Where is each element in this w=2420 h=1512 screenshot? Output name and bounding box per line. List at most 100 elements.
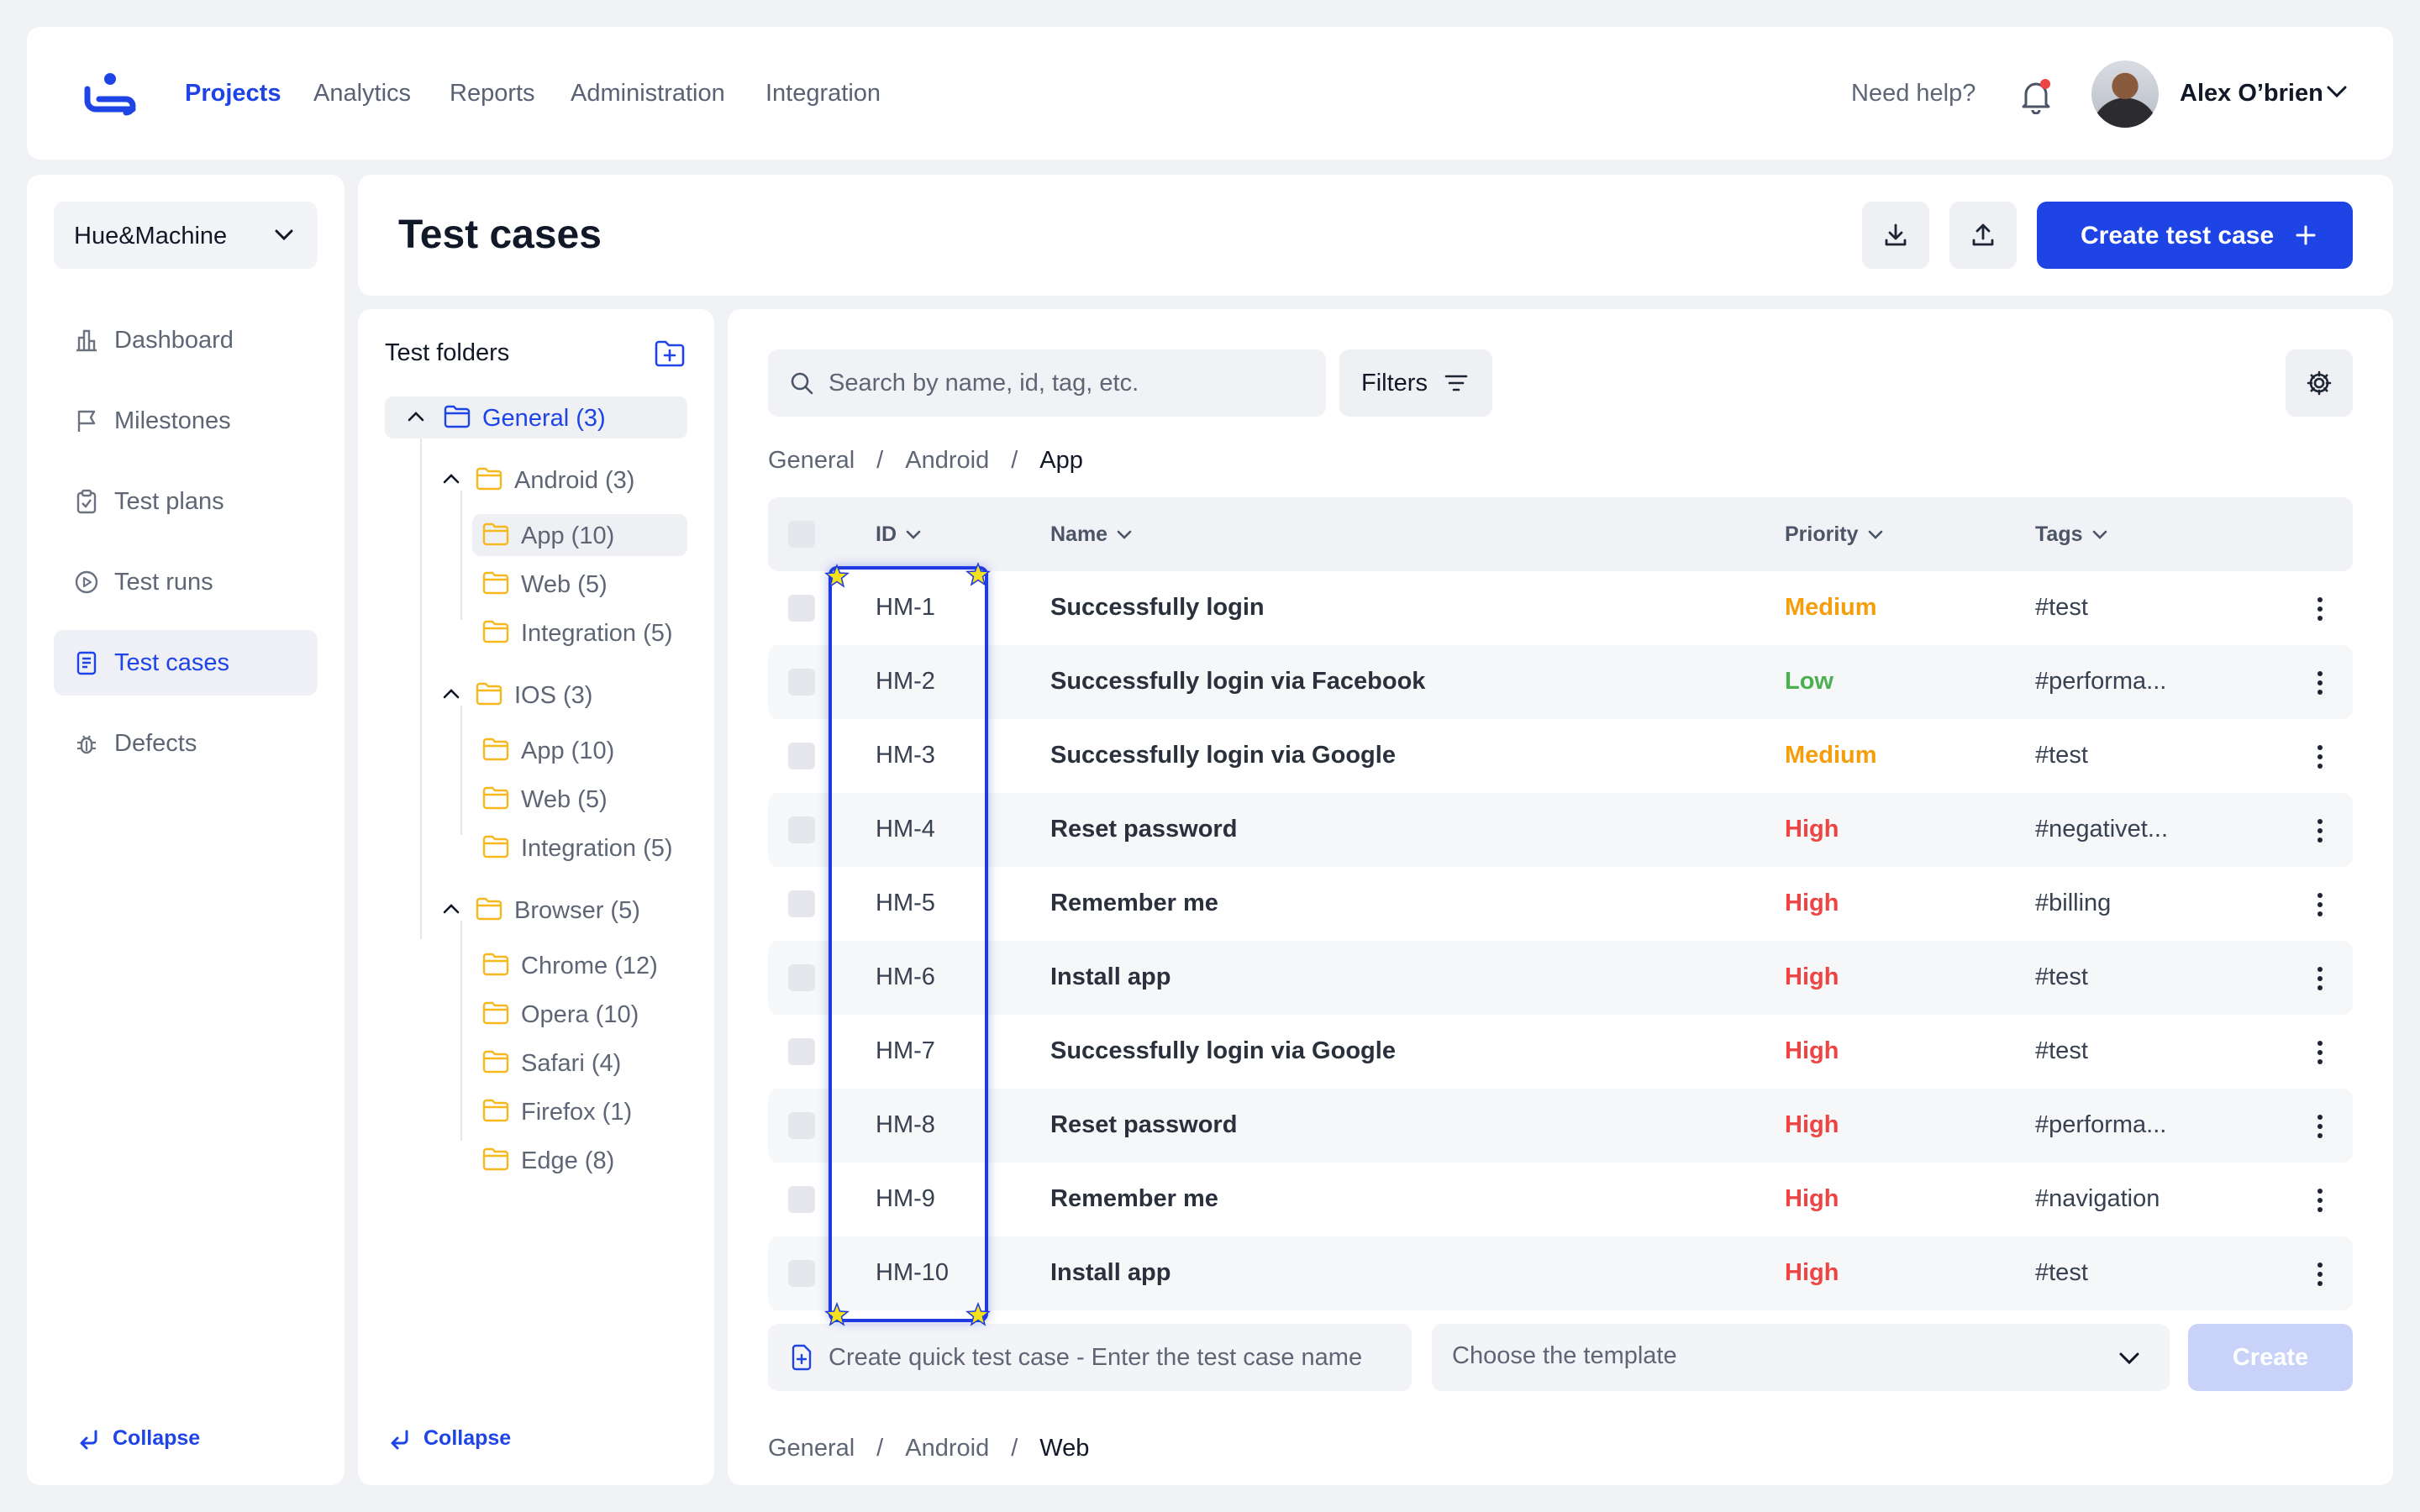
column-header-tags[interactable]: Tags bbox=[2035, 522, 2108, 547]
app-logo-icon[interactable] bbox=[81, 71, 139, 116]
table-row[interactable]: HM-10 Install app High #test bbox=[768, 1236, 2353, 1310]
cell-id[interactable]: HM-8 bbox=[876, 1111, 935, 1138]
cell-id[interactable]: HM-3 bbox=[876, 742, 935, 769]
nav-analytics[interactable]: Analytics bbox=[313, 80, 412, 107]
sidebar-item-defects[interactable]: Defects bbox=[54, 711, 318, 776]
folder-ios[interactable]: IOS (3) bbox=[425, 674, 687, 716]
chevron-up-icon[interactable] bbox=[442, 472, 460, 486]
chevron-up-icon[interactable] bbox=[407, 410, 425, 423]
folder-chrome[interactable]: Chrome (12) bbox=[472, 944, 687, 986]
cell-name[interactable]: Install app bbox=[1050, 963, 1171, 990]
breadcrumb-general[interactable]: General bbox=[768, 1435, 855, 1462]
table-row[interactable]: HM-9 Remember me High #navigation bbox=[768, 1163, 2353, 1236]
column-header-id[interactable]: ID bbox=[876, 522, 922, 547]
more-vertical-icon[interactable] bbox=[2316, 596, 2324, 622]
more-vertical-icon[interactable] bbox=[2316, 966, 2324, 991]
folder-ios-app[interactable]: App (10) bbox=[472, 729, 687, 771]
table-settings-button[interactable] bbox=[2286, 349, 2353, 417]
folder-edge[interactable]: Edge (8) bbox=[472, 1139, 687, 1181]
row-checkbox[interactable] bbox=[788, 1038, 815, 1065]
search-box[interactable] bbox=[768, 349, 1326, 417]
table-row[interactable]: HM-4 Reset password High #negativet... bbox=[768, 793, 2353, 867]
sidebar-item-test-runs[interactable]: Test runs bbox=[54, 549, 318, 615]
more-vertical-icon[interactable] bbox=[2316, 818, 2324, 843]
row-checkbox[interactable] bbox=[788, 890, 815, 917]
user-name[interactable]: Alex O’brien bbox=[2180, 80, 2323, 107]
row-checkbox[interactable] bbox=[788, 964, 815, 991]
folder-android[interactable]: Android (3) bbox=[425, 459, 687, 501]
cell-name[interactable]: Remember me bbox=[1050, 1185, 1218, 1212]
cell-name[interactable]: Reset password bbox=[1050, 1111, 1238, 1138]
row-checkbox[interactable] bbox=[788, 669, 815, 696]
nav-administration[interactable]: Administration bbox=[571, 80, 725, 107]
more-vertical-icon[interactable] bbox=[2316, 744, 2324, 769]
more-vertical-icon[interactable] bbox=[2316, 1262, 2324, 1287]
folder-ios-integration[interactable]: Integration (5) bbox=[472, 827, 687, 869]
chevron-down-icon[interactable] bbox=[2326, 85, 2348, 98]
bell-icon[interactable] bbox=[2019, 77, 2053, 114]
cell-id[interactable]: HM-10 bbox=[876, 1259, 950, 1286]
table-row[interactable]: HM-2 Successfully login via Facebook Low #p… bbox=[768, 645, 2353, 719]
project-selector[interactable]: Hue&Machine bbox=[54, 202, 318, 269]
nav-integration[interactable]: Integration bbox=[765, 80, 881, 107]
table-row[interactable]: HM-5 Remember me High #billing bbox=[768, 867, 2353, 941]
cell-name[interactable]: Remember me bbox=[1050, 890, 1218, 916]
quick-create-button[interactable]: Create bbox=[2188, 1324, 2353, 1391]
search-input[interactable] bbox=[829, 365, 1307, 402]
row-checkbox[interactable] bbox=[788, 1260, 815, 1287]
folder-firefox[interactable]: Firefox (1) bbox=[472, 1090, 687, 1132]
cell-id[interactable]: HM-2 bbox=[876, 668, 935, 695]
folder-opera[interactable]: Opera (10) bbox=[472, 993, 687, 1035]
filters-button[interactable]: Filters bbox=[1339, 349, 1492, 417]
table-row[interactable]: HM-7 Successfully login via Google High #te… bbox=[768, 1015, 2353, 1089]
nav-projects[interactable]: Projects bbox=[185, 80, 281, 107]
cell-id[interactable]: HM-7 bbox=[876, 1037, 935, 1064]
more-vertical-icon[interactable] bbox=[2316, 1114, 2324, 1139]
row-checkbox[interactable] bbox=[788, 595, 815, 622]
folder-browser[interactable]: Browser (5) bbox=[425, 889, 687, 931]
folder-safari[interactable]: Safari (4) bbox=[472, 1042, 687, 1084]
need-help-link[interactable]: Need help? bbox=[1851, 80, 1976, 107]
folder-general[interactable]: General (3) bbox=[385, 396, 687, 438]
cell-id[interactable]: HM-6 bbox=[876, 963, 935, 990]
breadcrumb-android[interactable]: Android bbox=[905, 1435, 990, 1462]
chevron-up-icon[interactable] bbox=[442, 687, 460, 701]
cell-name[interactable]: Successfully login via Google bbox=[1050, 742, 1396, 769]
column-header-priority[interactable]: Priority bbox=[1785, 522, 1884, 547]
row-checkbox[interactable] bbox=[788, 743, 815, 769]
cell-id[interactable]: HM-5 bbox=[876, 890, 935, 916]
table-row[interactable]: HM-6 Install app High #test bbox=[768, 941, 2353, 1015]
breadcrumb-general[interactable]: General bbox=[768, 447, 855, 474]
template-select[interactable]: Choose the template bbox=[1432, 1324, 2170, 1391]
avatar[interactable] bbox=[2091, 60, 2159, 128]
more-vertical-icon[interactable] bbox=[2316, 1040, 2324, 1065]
cell-id[interactable]: HM-1 bbox=[876, 594, 935, 621]
cell-name[interactable]: Successfully login via Google bbox=[1050, 1037, 1396, 1064]
breadcrumb-android[interactable]: Android bbox=[905, 447, 990, 474]
upload-button[interactable] bbox=[1949, 202, 2017, 269]
chevron-up-icon[interactable] bbox=[442, 902, 460, 916]
sidebar-item-dashboard[interactable]: Dashboard bbox=[54, 307, 318, 373]
sidebar-item-test-plans[interactable]: Test plans bbox=[54, 469, 318, 534]
table-row[interactable]: HM-1 Successfully login Medium #test bbox=[768, 571, 2353, 645]
row-checkbox[interactable] bbox=[788, 816, 815, 843]
add-folder-icon[interactable] bbox=[654, 338, 686, 368]
column-header-name[interactable]: Name bbox=[1050, 522, 1133, 547]
select-all-checkbox[interactable] bbox=[788, 521, 815, 548]
cell-name[interactable]: Successfully login bbox=[1050, 594, 1265, 621]
more-vertical-icon[interactable] bbox=[2316, 1188, 2324, 1213]
cell-name[interactable]: Reset password bbox=[1050, 816, 1238, 843]
quick-create-box[interactable] bbox=[768, 1324, 1412, 1391]
cell-id[interactable]: HM-9 bbox=[876, 1185, 935, 1212]
table-row[interactable]: HM-8 Reset password High #performa... bbox=[768, 1089, 2353, 1163]
nav-reports[interactable]: Reports bbox=[450, 80, 535, 107]
download-button[interactable] bbox=[1862, 202, 1929, 269]
cell-name[interactable]: Install app bbox=[1050, 1259, 1171, 1286]
folder-ios-web[interactable]: Web (5) bbox=[472, 778, 687, 820]
sidebar-item-test-cases[interactable]: Test cases bbox=[54, 630, 318, 696]
cell-name[interactable]: Successfully login via Facebook bbox=[1050, 668, 1426, 695]
quick-test-case-input[interactable] bbox=[829, 1339, 1400, 1376]
table-row[interactable]: HM-3 Successfully login via Google Medium #… bbox=[768, 719, 2353, 793]
sidebar-item-milestones[interactable]: Milestones bbox=[54, 388, 318, 454]
cell-id[interactable]: HM-4 bbox=[876, 816, 935, 843]
